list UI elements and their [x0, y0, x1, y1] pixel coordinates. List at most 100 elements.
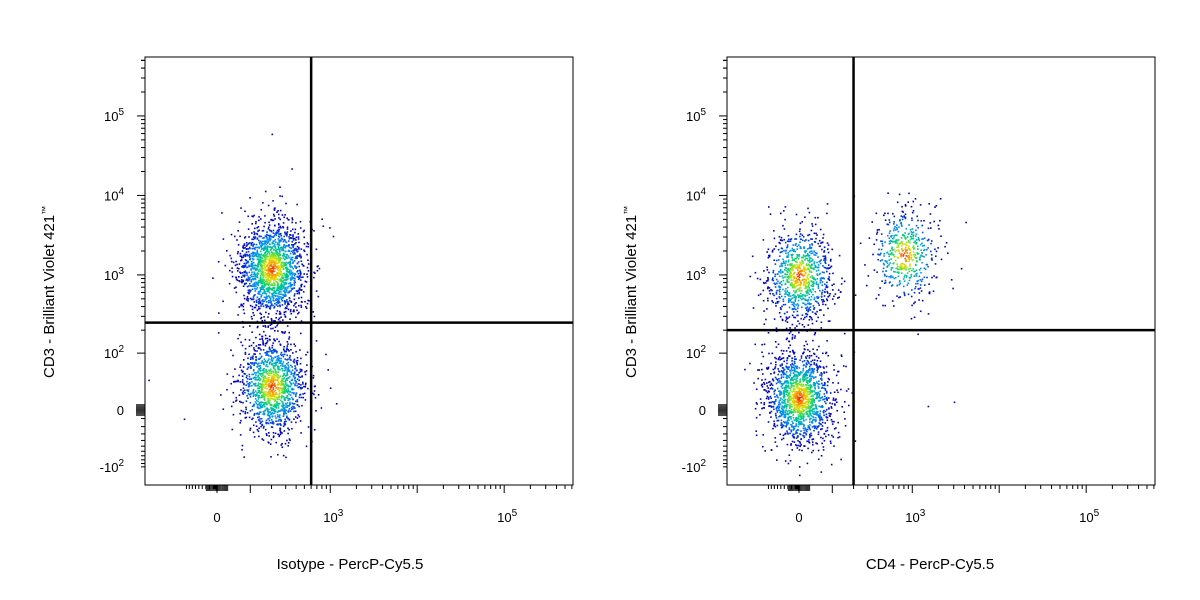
data-point: [804, 283, 806, 285]
data-point: [281, 391, 283, 394]
data-point: [252, 296, 255, 298]
data-point: [262, 288, 265, 290]
data-point: [284, 364, 286, 367]
data-point: [272, 278, 274, 280]
data-point: [272, 229, 275, 232]
data-point: [275, 373, 278, 375]
data-point: [265, 421, 267, 424]
data-point: [270, 246, 272, 248]
data-point: [284, 276, 287, 279]
data-point: [923, 249, 926, 251]
data-point: [759, 398, 762, 400]
data-point: [248, 253, 251, 256]
data-point: [252, 245, 254, 247]
data-point: [268, 376, 271, 379]
data-point: [247, 276, 250, 278]
data-point: [287, 364, 290, 367]
data-point: [235, 399, 238, 401]
data-point: [810, 291, 813, 294]
data-point: [266, 246, 268, 249]
data-point: [817, 264, 820, 266]
data-point: [252, 373, 255, 376]
data-point: [791, 259, 794, 262]
data-point: [783, 386, 786, 389]
data-point: [279, 225, 282, 228]
data-point: [269, 263, 272, 265]
data-point: [242, 326, 245, 328]
data-point: [793, 258, 796, 261]
data-point: [275, 251, 277, 253]
data-point: [258, 219, 260, 222]
data-point: [265, 385, 267, 388]
data-point: [285, 272, 288, 275]
data-point: [276, 231, 279, 234]
data-point: [260, 266, 262, 268]
data-point: [896, 263, 898, 265]
data-point: [267, 414, 270, 417]
data-point: [795, 277, 798, 280]
data-point: [784, 264, 787, 266]
data-point: [258, 302, 260, 305]
data-point: [274, 257, 276, 259]
data-point: [268, 363, 271, 365]
data-point: [257, 394, 260, 397]
data-point: [784, 241, 787, 244]
data-point: [263, 403, 265, 406]
data-point: [279, 284, 282, 287]
data-point: [829, 320, 831, 322]
data-point: [275, 301, 278, 304]
data-point: [797, 373, 800, 375]
data-point: [784, 320, 787, 322]
data-point: [269, 280, 271, 283]
data-point: [914, 270, 916, 273]
y-axis-label-mark: ™: [40, 205, 50, 215]
data-point: [256, 296, 259, 299]
data-point: [287, 361, 290, 364]
data-point: [272, 266, 275, 269]
data-point: [260, 305, 262, 307]
data-point: [259, 379, 261, 382]
data-point: [261, 406, 263, 408]
data-point: [791, 265, 794, 268]
data-point: [240, 419, 242, 422]
data-point: [256, 281, 258, 284]
data-point: [255, 243, 258, 246]
data-point: [282, 378, 285, 380]
data-point: [281, 387, 284, 390]
data-point: [802, 236, 805, 238]
data-point: [258, 305, 260, 308]
data-point: [805, 402, 807, 404]
data-point: [270, 288, 273, 291]
data-point: [801, 395, 803, 397]
data-point: [278, 275, 280, 278]
data-point: [781, 239, 784, 242]
data-point: [288, 331, 290, 334]
data-point: [276, 211, 278, 213]
data-point: [793, 249, 796, 251]
data-point: [257, 376, 259, 378]
data-point: [288, 438, 291, 440]
data-point: [252, 243, 255, 246]
data-point: [257, 347, 260, 349]
data-point: [281, 296, 283, 299]
data-point: [282, 246, 285, 249]
data-point: [281, 247, 284, 250]
data-point: [280, 316, 282, 318]
data-point: [793, 294, 795, 296]
data-point: [300, 257, 302, 259]
data-point: [263, 289, 265, 291]
data-point: [296, 248, 298, 251]
data-point: [814, 413, 816, 415]
data-point: [276, 397, 279, 399]
data-point: [797, 257, 800, 260]
data-point: [236, 239, 238, 241]
data-point: [247, 397, 249, 399]
data-point: [922, 238, 924, 240]
data-point: [880, 248, 883, 251]
data-point: [821, 293, 823, 295]
data-point: [786, 443, 789, 446]
data-point: [256, 387, 259, 390]
data-point: [804, 240, 806, 242]
data-point: [288, 419, 291, 421]
data-point: [307, 259, 309, 261]
